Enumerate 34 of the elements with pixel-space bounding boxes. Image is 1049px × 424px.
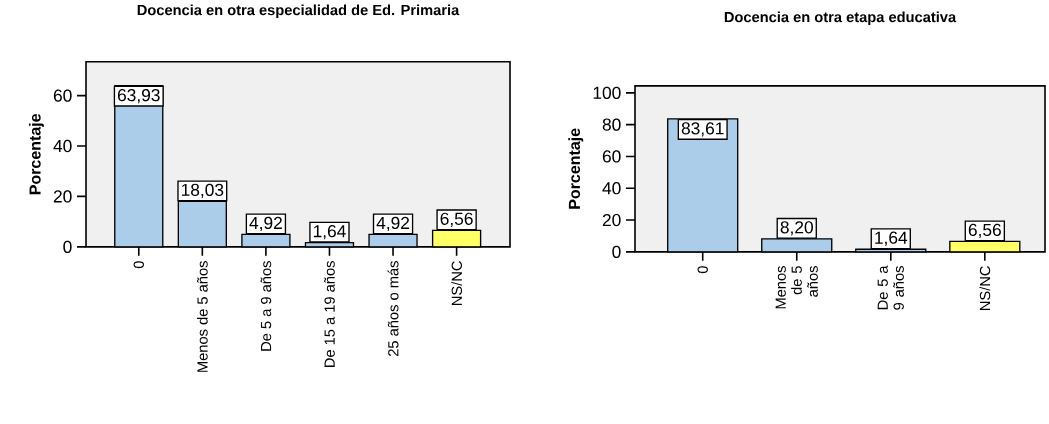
y-tick-label: 100 <box>593 86 621 100</box>
x-tick-label: NS/NC <box>979 266 991 311</box>
chart-title: Docencia en otra etapa educativa <box>724 11 957 26</box>
x-tick-label: 25 años o más <box>387 261 399 357</box>
data-label: 6,56 <box>968 223 1001 239</box>
y-tick-label: 40 <box>602 182 621 195</box>
y-tick-label: 20 <box>53 190 72 203</box>
x-tick-label: NS/NC <box>451 261 462 306</box>
chart-title: Docencia en otra especialidad de Ed. Primaria <box>137 4 460 19</box>
x-tick-label: Menos de 5 años <box>775 266 818 309</box>
data-label: 8,20 <box>780 221 813 236</box>
y-tick-label: 0 <box>612 245 621 259</box>
data-label: 63,93 <box>117 89 160 104</box>
data-label: 4,92 <box>249 216 282 232</box>
data-label: 1,64 <box>875 231 908 246</box>
data-label: 6,56 <box>440 212 473 228</box>
y-tick-label: 0 <box>63 240 72 254</box>
y-tick-label: 20 <box>602 213 621 227</box>
x-tick-label: Menos de 5 años <box>196 261 208 372</box>
x-tick-label: 0 <box>697 266 708 274</box>
data-label: 1,64 <box>313 225 346 240</box>
data-label: 83,61 <box>681 122 724 137</box>
x-tick-label: De 15 a 19 años <box>324 261 335 368</box>
data-label: 4,92 <box>376 216 410 232</box>
x-tick-label: 0 <box>133 261 144 269</box>
x-tick-label: De 5 a 9 años <box>877 265 904 310</box>
y-axis-title: Porcentaje <box>28 114 44 195</box>
x-tick-label: De 5 a 9 años <box>260 261 272 351</box>
y-tick-label: 80 <box>602 118 621 131</box>
y-axis-title: Porcentaje <box>568 128 584 209</box>
y-tick-label: 40 <box>53 139 72 153</box>
data-label: 18,03 <box>181 183 224 199</box>
y-tick-label: 60 <box>602 150 621 163</box>
y-tick-label: 60 <box>53 89 72 102</box>
